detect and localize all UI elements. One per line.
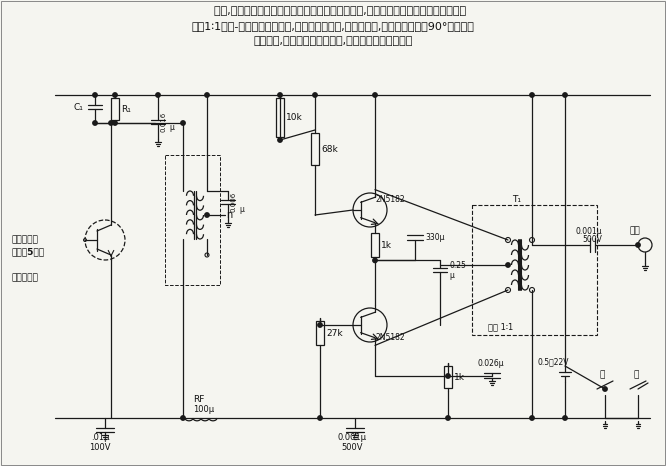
Text: μ: μ	[449, 272, 454, 281]
Circle shape	[603, 387, 607, 391]
Text: 微调电容器: 微调电容器	[12, 274, 39, 282]
Circle shape	[113, 121, 117, 125]
Bar	[371, 233, 379, 257]
Circle shape	[93, 121, 97, 125]
Circle shape	[109, 121, 113, 125]
Circle shape	[156, 93, 161, 97]
Circle shape	[318, 323, 322, 327]
Circle shape	[529, 93, 534, 97]
Text: 0.016: 0.016	[161, 112, 167, 132]
Circle shape	[205, 93, 209, 97]
Bar	[472, 205, 597, 335]
Circle shape	[563, 416, 567, 420]
Text: C₁: C₁	[73, 103, 83, 111]
Text: 需要中和,合理地给出高的增益,且具有低的噪声响应。: 需要中和,合理地给出高的增益,且具有低的噪声响应。	[253, 36, 413, 46]
Circle shape	[446, 416, 450, 420]
Text: 0.001μ: 0.001μ	[337, 433, 366, 443]
Text: 68k: 68k	[321, 144, 338, 153]
Text: 列阵（5只）: 列阵（5只）	[12, 247, 45, 256]
Text: 330μ: 330μ	[425, 233, 444, 242]
Bar	[316, 321, 324, 345]
Circle shape	[373, 258, 377, 263]
Text: 双变 1∶1: 双变 1∶1	[488, 322, 513, 331]
Text: 1k: 1k	[381, 241, 392, 250]
Text: 断: 断	[633, 370, 639, 379]
Text: 2N5182: 2N5182	[375, 196, 405, 205]
Text: 100μ: 100μ	[193, 405, 214, 414]
Circle shape	[529, 416, 534, 420]
Bar	[276, 98, 284, 137]
Text: 100V: 100V	[89, 443, 111, 452]
Circle shape	[93, 93, 97, 97]
Text: μ: μ	[239, 206, 244, 214]
Text: 1k: 1k	[454, 372, 465, 382]
Text: 10k: 10k	[286, 112, 303, 122]
Text: T₁: T₁	[512, 196, 521, 205]
Circle shape	[180, 416, 185, 420]
Text: μ: μ	[169, 123, 174, 132]
Text: 500V: 500V	[341, 443, 362, 452]
Text: 图中,光电二极管列阵由通信系统的发光二极管照射,将光信息转换到广播频段上去。电: 图中,光电二极管列阵由通信系统的发光二极管照射,将光信息转换到广播频段上去。电	[200, 6, 466, 16]
Text: 路与1∶1平衡-不平衡转换器相似,具有单通路输入,两通路输出,两输出之间相移90°。电路不: 路与1∶1平衡-不平衡转换器相似,具有单通路输入,两通路输出,两输出之间相移90…	[192, 21, 474, 31]
Circle shape	[313, 93, 317, 97]
Circle shape	[373, 93, 377, 97]
Text: 0.006: 0.006	[231, 192, 237, 212]
Bar	[111, 98, 119, 120]
Text: .01μ: .01μ	[91, 433, 109, 443]
Circle shape	[563, 93, 567, 97]
Circle shape	[505, 263, 510, 267]
Text: RF: RF	[193, 396, 204, 404]
Circle shape	[636, 243, 640, 247]
Circle shape	[446, 374, 450, 378]
Text: 500V: 500V	[582, 234, 602, 244]
Bar	[165, 155, 220, 285]
Bar	[311, 133, 319, 165]
Text: 光电二极管: 光电二极管	[12, 235, 39, 245]
Circle shape	[278, 93, 282, 97]
Text: 0.25: 0.25	[449, 261, 466, 270]
Circle shape	[318, 416, 322, 420]
Text: 0.026μ: 0.026μ	[478, 358, 505, 368]
Text: n: n	[226, 210, 232, 220]
Text: 0.001μ: 0.001μ	[575, 226, 601, 235]
Circle shape	[205, 213, 209, 217]
Circle shape	[113, 93, 117, 97]
Text: 2N5182: 2N5182	[375, 333, 405, 342]
Text: 通: 通	[600, 370, 605, 379]
Text: 0.5～22V: 0.5～22V	[537, 357, 569, 366]
Text: 输出: 输出	[629, 226, 641, 235]
Text: R₁: R₁	[121, 104, 131, 114]
Bar	[444, 366, 452, 388]
Text: 27k: 27k	[326, 329, 342, 337]
Circle shape	[278, 138, 282, 142]
Circle shape	[180, 121, 185, 125]
